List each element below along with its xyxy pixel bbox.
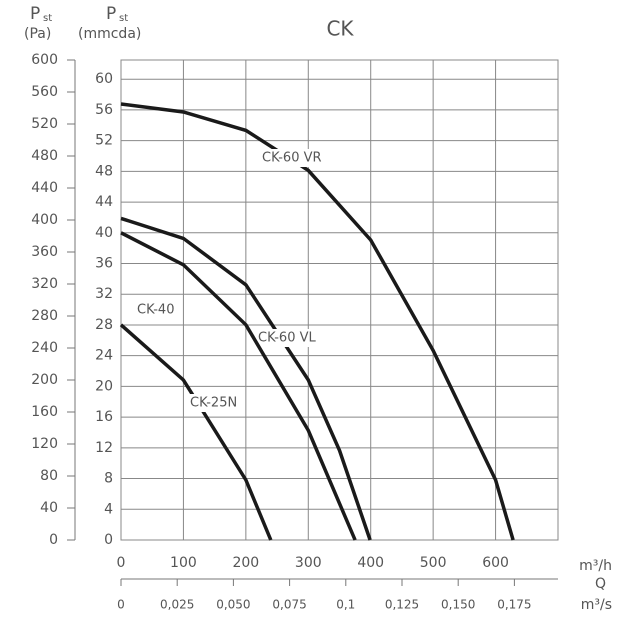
- y-tick-label: 560: [31, 84, 58, 100]
- curve-label: CK-40: [137, 303, 174, 318]
- y2-tick-label: 8: [104, 471, 113, 487]
- x-tick-label: 0: [117, 555, 126, 571]
- x2-tick-label: 0,125: [385, 598, 419, 612]
- y2-tick-label: 40: [95, 225, 113, 241]
- y-tick-label: 400: [31, 212, 58, 228]
- y2-tick-label: 32: [95, 286, 113, 302]
- y2-tick-label: 0: [104, 532, 113, 548]
- y2-tick-label: 52: [95, 133, 113, 149]
- y2-tick-label: 28: [95, 317, 113, 333]
- y2-tick-label: 44: [95, 194, 113, 210]
- y-tick-label: 440: [31, 180, 58, 196]
- curve-label: CK-60 VL: [258, 331, 316, 346]
- y2-tick-label: 60: [95, 71, 113, 87]
- x-tick-label: 200: [232, 555, 259, 571]
- curve-label-bg: [256, 329, 323, 347]
- curve: [120, 231, 357, 541]
- x2-tick-label: 0,175: [497, 598, 531, 612]
- x-tick-label: 400: [357, 555, 384, 571]
- curve: [119, 323, 273, 541]
- y2-tick-label: 4: [104, 501, 113, 517]
- y2-tick-label: 16: [95, 409, 113, 425]
- y2-tick-label: 56: [95, 102, 113, 118]
- y-unit: (Pa): [24, 26, 51, 42]
- x2-tick-label: 0,150: [441, 598, 475, 612]
- x-unit: m³/h: [579, 558, 612, 574]
- y-tick-label: 120: [31, 436, 58, 452]
- x2-unit: m³/s: [581, 597, 612, 613]
- x2-tick-label: 0,1: [336, 598, 355, 612]
- chart-title: CK: [326, 17, 354, 41]
- x-label: Q: [595, 576, 606, 592]
- y2-tick-label: 20: [95, 378, 113, 394]
- y-tick-label: 200: [31, 372, 58, 388]
- y-tick-label: 320: [31, 276, 58, 292]
- x2-tick-label: 0,075: [272, 598, 306, 612]
- x2-tick-label: 0,050: [216, 598, 250, 612]
- y-tick-label: 40: [40, 500, 58, 516]
- y2-tick-label: 48: [95, 163, 113, 179]
- y2-label: P: [106, 4, 116, 24]
- y-tick-label: 520: [31, 116, 58, 132]
- y2-tick-label: 36: [95, 256, 113, 272]
- y-tick-label: 280: [31, 308, 58, 324]
- plot-frame: [120, 59, 559, 541]
- curve-label: CK-25N: [190, 396, 237, 411]
- x-tick-label: 600: [482, 555, 509, 571]
- curve-label-bg: [135, 301, 177, 319]
- x-tick-label: 300: [295, 555, 322, 571]
- curve: [120, 102, 515, 541]
- x2-tick-label: 0: [117, 598, 125, 612]
- y-tick-label: 480: [31, 148, 58, 164]
- y-tick-label: 600: [31, 52, 58, 68]
- x-tick-label: 100: [170, 555, 197, 571]
- y-label-sub: st: [43, 13, 52, 24]
- y-label: P: [30, 4, 40, 24]
- y-tick-label: 160: [31, 404, 58, 420]
- curve-label-bg: [188, 394, 238, 412]
- x-tick-label: 500: [420, 555, 447, 571]
- y2-tick-label: 12: [95, 440, 113, 456]
- curve-label-bg: [260, 149, 327, 167]
- y2-unit: (mmcda): [78, 26, 141, 42]
- y2-label-sub: st: [119, 13, 128, 24]
- y-tick-label: 360: [31, 244, 58, 260]
- y-tick-label: 80: [40, 468, 58, 484]
- curve-label: CK-60 VR: [262, 151, 322, 166]
- y-tick-label: 0: [49, 532, 58, 548]
- y-tick-label: 240: [31, 340, 58, 356]
- y2-tick-label: 24: [95, 348, 113, 364]
- x2-tick-label: 0,025: [160, 598, 194, 612]
